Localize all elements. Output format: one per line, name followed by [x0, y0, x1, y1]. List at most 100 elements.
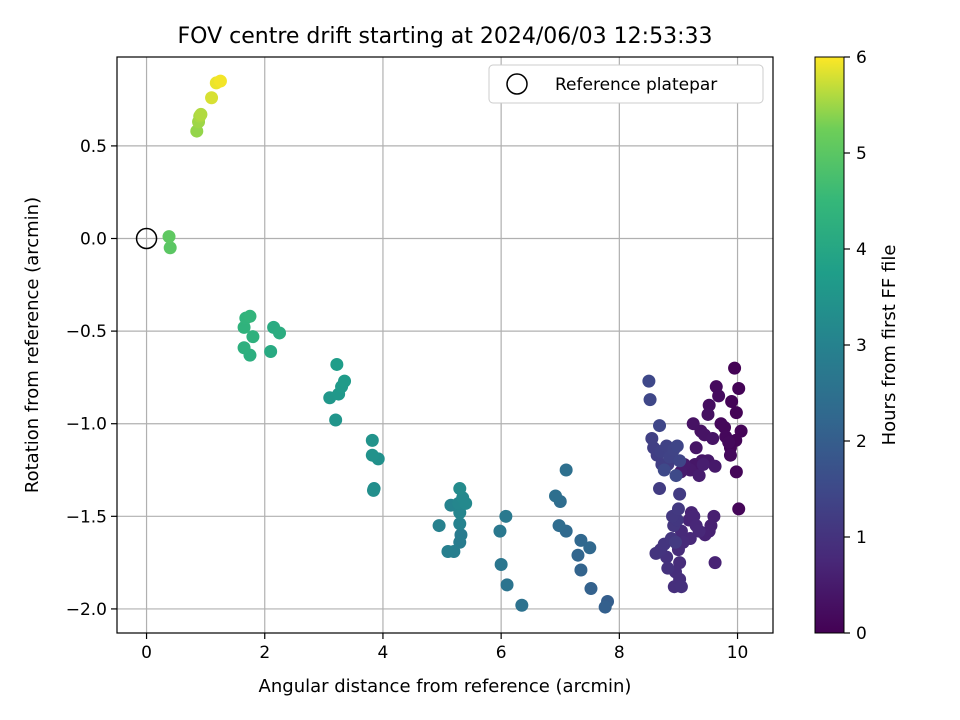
- legend-reference-marker: [506, 73, 528, 95]
- data-point: [584, 582, 598, 596]
- data-point: [598, 600, 612, 614]
- colorbar: 0 1 2 3 4 5 6 Hours from first FF file: [814, 48, 900, 644]
- x-tick-label: 2: [259, 643, 270, 663]
- x-axis: 0 2 4 6 8 10: [141, 633, 748, 663]
- x-tick-label: 8: [614, 643, 625, 663]
- data-point: [500, 578, 514, 592]
- data-point: [453, 482, 467, 496]
- x-tick-label: 0: [141, 643, 152, 663]
- data-point: [366, 483, 380, 497]
- data-point: [732, 502, 746, 516]
- x-tick-label: 10: [727, 643, 749, 663]
- data-point: [432, 519, 446, 533]
- data-point: [708, 556, 722, 570]
- data-point: [673, 454, 687, 468]
- data-point: [674, 580, 688, 594]
- reference-platepar-marker: [135, 227, 158, 250]
- data-point: [692, 524, 706, 538]
- data-point: [330, 357, 344, 371]
- data-point: [645, 432, 659, 446]
- data-point: [243, 309, 257, 323]
- y-tick-label: −2.0: [66, 600, 107, 620]
- data-point: [657, 463, 671, 477]
- data-point: [493, 524, 507, 538]
- data-point: [264, 344, 278, 358]
- y-tick-label: 0.0: [80, 230, 107, 250]
- data-point: [732, 382, 746, 396]
- data-point: [515, 598, 529, 612]
- data-point: [701, 407, 715, 421]
- y-axis-label: Rotation from reference (arcmin): [22, 197, 43, 493]
- data-point: [549, 489, 563, 503]
- x-tick-label: 6: [496, 643, 507, 663]
- data-point: [723, 448, 737, 462]
- data-point: [441, 545, 455, 559]
- data-point: [728, 361, 742, 375]
- data-point: [459, 496, 473, 510]
- colorbar-tick-label: 5: [856, 144, 867, 164]
- plot-frame: [116, 56, 774, 634]
- y-axis: 0.5 0.0 −0.5 −1.0 −1.5 −2.0: [66, 137, 117, 620]
- data-point: [329, 413, 343, 427]
- y-tick-label: −0.5: [66, 322, 107, 342]
- data-point: [671, 502, 685, 516]
- data-point: [574, 533, 588, 547]
- data-point: [453, 517, 467, 531]
- data-point: [163, 241, 177, 255]
- data-point: [725, 394, 739, 408]
- data-point: [686, 417, 700, 431]
- data-point: [205, 91, 219, 105]
- data-point: [706, 432, 720, 446]
- reference-marker-layer: [135, 227, 158, 250]
- data-point: [574, 563, 588, 577]
- colorbar-label: Hours from first FF file: [879, 245, 900, 446]
- data-point: [494, 557, 508, 571]
- data-point: [571, 548, 585, 562]
- data-point: [583, 541, 597, 555]
- chart-title: FOV centre drift starting at 2024/06/03 …: [178, 24, 713, 49]
- colorbar-tick-label: 6: [856, 48, 867, 68]
- colorbar-ticks: 0 1 2 3 4 5 6: [844, 48, 867, 644]
- legend: Reference platepar: [488, 64, 764, 104]
- x-tick-label: 4: [378, 643, 389, 663]
- x-axis-label: Angular distance from reference (arcmin): [259, 676, 632, 697]
- y-tick-label: −1.5: [66, 507, 107, 527]
- data-points: [162, 74, 748, 614]
- data-point: [668, 535, 682, 549]
- colorbar-tick-label: 1: [856, 528, 867, 548]
- data-point: [712, 389, 726, 403]
- data-point: [273, 326, 287, 340]
- data-point: [162, 230, 176, 244]
- data-point: [696, 457, 710, 471]
- data-point: [729, 406, 743, 420]
- data-point: [661, 561, 675, 575]
- data-point: [559, 463, 573, 477]
- data-point: [689, 441, 703, 455]
- data-point: [669, 469, 683, 483]
- data-point: [692, 469, 706, 483]
- colorbar-gradient: [814, 56, 845, 634]
- colorbar-tick-label: 4: [856, 240, 867, 260]
- data-point: [453, 535, 467, 549]
- data-point: [653, 419, 667, 433]
- data-point: [643, 393, 657, 407]
- data-point: [673, 487, 687, 501]
- data-point: [237, 341, 251, 355]
- data-point: [365, 448, 379, 462]
- data-point: [499, 509, 513, 523]
- y-tick-label: 0.5: [80, 137, 107, 157]
- data-point: [649, 546, 663, 560]
- data-point: [653, 482, 667, 496]
- colorbar-tick-label: 3: [856, 336, 867, 356]
- data-point: [246, 330, 260, 344]
- data-point: [708, 459, 722, 473]
- legend-box: [488, 64, 764, 104]
- data-point: [729, 465, 743, 479]
- data-point: [213, 74, 227, 88]
- data-point: [365, 433, 379, 447]
- data-point: [642, 374, 656, 388]
- data-point: [722, 435, 736, 449]
- data-point: [552, 519, 566, 533]
- y-tick-label: −1.0: [66, 415, 107, 435]
